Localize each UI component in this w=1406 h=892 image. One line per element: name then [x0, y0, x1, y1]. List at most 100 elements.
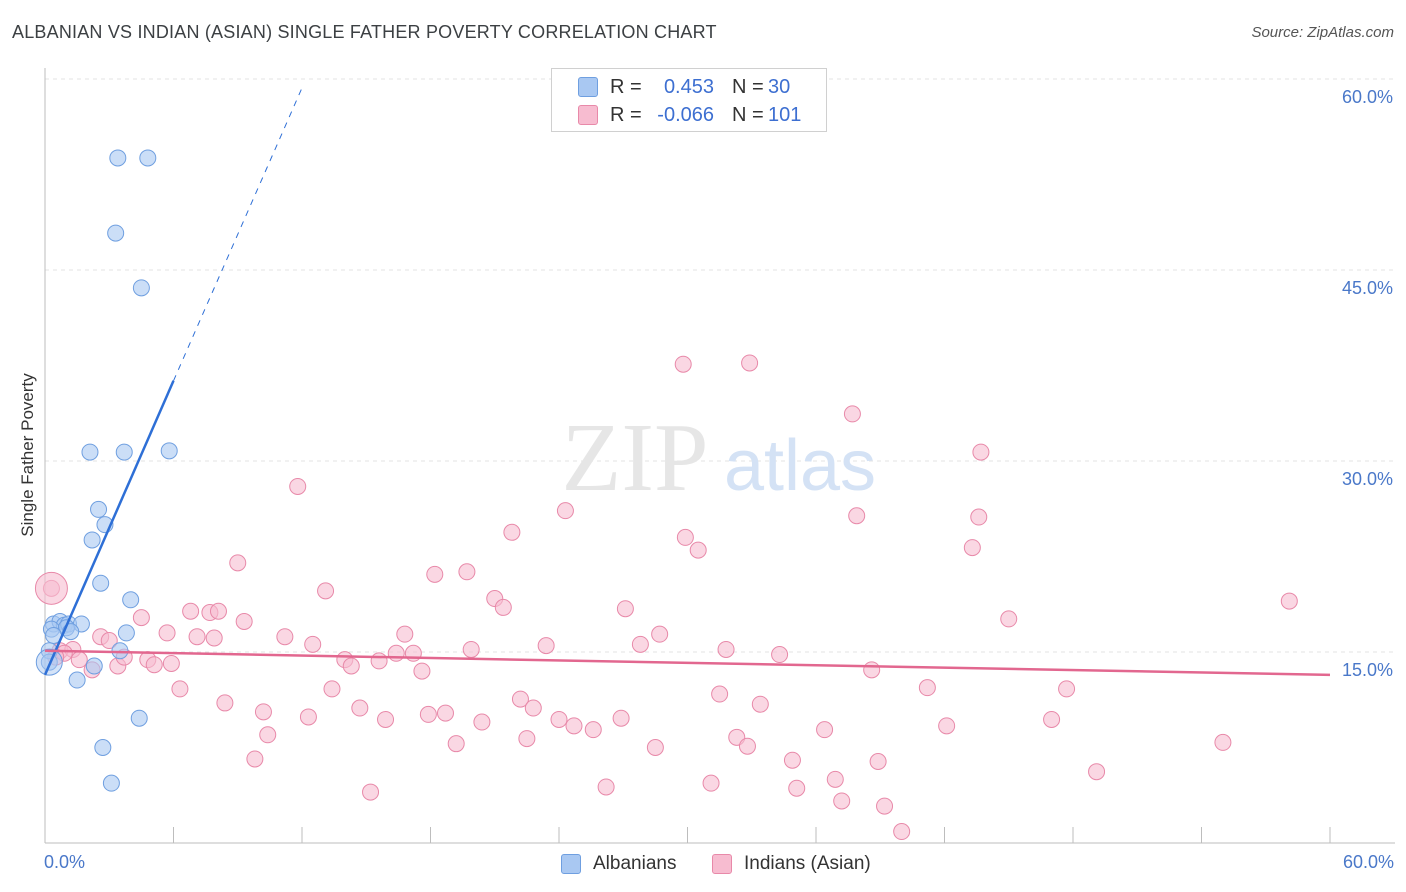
data-point [869, 753, 887, 771]
data-point [524, 699, 542, 717]
data-point [816, 721, 834, 739]
data-point [503, 523, 521, 541]
data-point [1043, 710, 1061, 728]
x-tick-min: 0.0% [44, 852, 86, 872]
data-point [651, 625, 669, 643]
series-albanians [35, 149, 178, 792]
data-point [473, 713, 491, 731]
data-point [518, 730, 536, 748]
data-point [342, 657, 360, 675]
data-point [115, 443, 133, 461]
data-point [188, 628, 206, 646]
data-point [254, 703, 272, 721]
data-point [351, 699, 369, 717]
data-point [938, 717, 956, 735]
data-point [83, 531, 101, 549]
data-point [843, 405, 861, 423]
data-point [122, 591, 140, 609]
legend-r-label: R = [610, 104, 642, 126]
data-point [893, 823, 911, 841]
data-point [171, 680, 189, 698]
data-point [511, 690, 529, 708]
trend-line-albanians-extension [173, 87, 303, 381]
data-point [783, 751, 801, 769]
legend-row-indians: R = -0.066 N = 101 [552, 101, 826, 129]
data-point [317, 582, 335, 600]
data-point [139, 149, 157, 167]
legend-swatch-albanians [578, 77, 598, 97]
y-tick-label: 45.0% [1342, 278, 1393, 298]
data-point [426, 565, 444, 583]
data-point [494, 598, 512, 616]
data-point [584, 721, 602, 739]
data-point [833, 792, 851, 810]
bottom-legend: Albanians Indians (Asian) [0, 852, 1406, 878]
data-point [1088, 763, 1106, 781]
watermark: ZIP atlas [562, 404, 877, 512]
axes [44, 68, 1395, 844]
data-point [413, 662, 431, 680]
data-point [68, 671, 86, 689]
data-point [209, 602, 227, 620]
series-indians-asian [34, 354, 1298, 841]
legend-n-label: N = [732, 76, 764, 98]
bottom-legend-swatch-indians [712, 854, 732, 874]
data-point [537, 637, 555, 655]
data-point [109, 149, 127, 167]
data-point [1058, 680, 1076, 698]
data-point [751, 695, 769, 713]
data-point [970, 508, 988, 526]
y-tick-label: 60.0% [1342, 87, 1393, 107]
legend-swatch-indians [578, 105, 598, 125]
chart-title: ALBANIAN VS INDIAN (ASIAN) SINGLE FATHER… [12, 22, 717, 42]
data-point [1214, 733, 1232, 751]
data-point [631, 635, 649, 653]
data-point [396, 625, 414, 643]
data-point [246, 750, 264, 768]
data-point [259, 726, 277, 744]
data-point [788, 779, 806, 797]
watermark-atlas: atlas [724, 426, 876, 506]
legend-n-label: N = [732, 104, 764, 126]
data-point [616, 600, 634, 618]
data-point [229, 554, 247, 572]
trend-lines [43, 87, 1331, 677]
data-point [370, 652, 388, 670]
data-point [565, 717, 583, 735]
data-point [107, 224, 125, 242]
bottom-legend-label: Albanians [593, 853, 677, 874]
legend-r-value: 0.453 [663, 76, 714, 98]
data-point [81, 443, 99, 461]
bottom-legend-swatch-albanians [561, 854, 581, 874]
data-point-large [34, 571, 68, 605]
y-tick-label: 15.0% [1342, 660, 1393, 680]
trend-line-albanians [43, 380, 175, 676]
data-point [235, 612, 253, 630]
data-point [597, 778, 615, 796]
data-point [646, 739, 664, 756]
legend-n-value: 101 [768, 104, 802, 126]
data-point [158, 624, 176, 642]
data-point [276, 628, 294, 646]
data-point [145, 656, 163, 674]
data-point [387, 644, 405, 662]
data-point [162, 654, 180, 672]
data-point [304, 635, 322, 653]
data-point [90, 500, 108, 518]
data-point [612, 709, 630, 727]
y-tick-label: 30.0% [1342, 469, 1393, 489]
data-point [419, 705, 437, 723]
data-point [132, 609, 150, 627]
data-point [289, 477, 307, 495]
data-point [876, 797, 894, 815]
legend: R = 0.453 N = 30 R = -0.066 N = 101 [551, 68, 827, 132]
data-point [738, 737, 756, 755]
data-point [918, 679, 936, 697]
data-point [85, 657, 103, 675]
data-point [92, 574, 110, 592]
data-point [848, 507, 866, 525]
legend-r-label: R = [610, 76, 642, 98]
trend-line-indians [44, 649, 1331, 677]
data-point [1000, 610, 1018, 628]
